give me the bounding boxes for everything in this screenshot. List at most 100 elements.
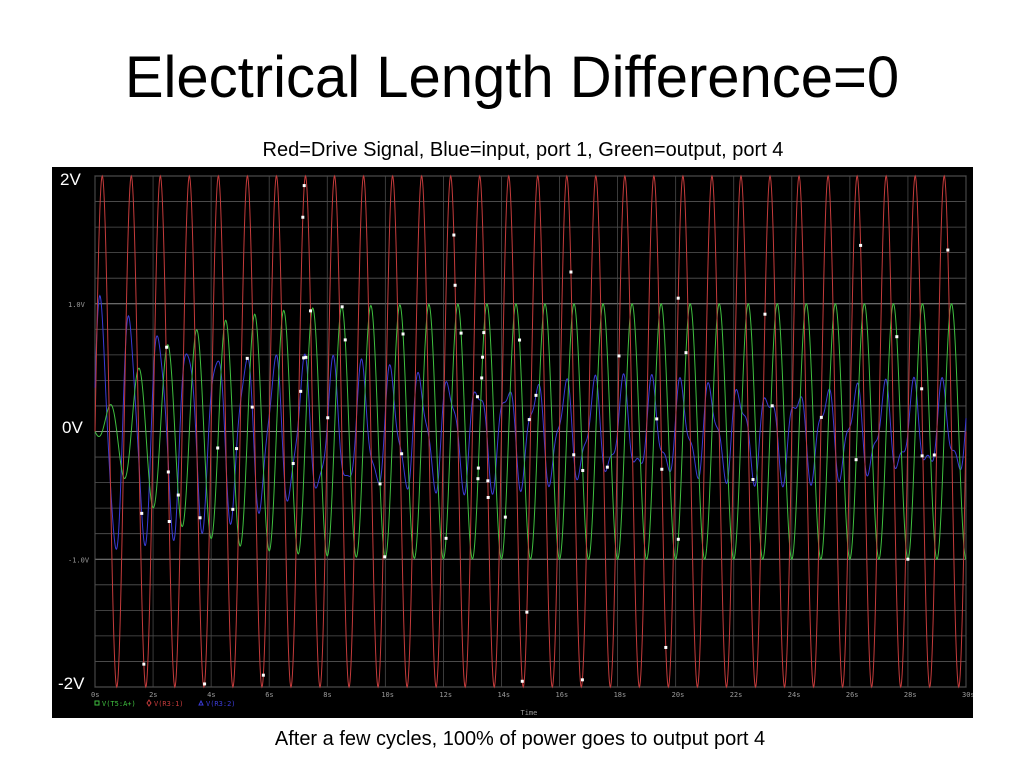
x-tick-label: 20s <box>672 691 685 699</box>
sample-marker <box>581 468 585 472</box>
legend-marker <box>146 699 152 707</box>
sample-marker <box>343 338 347 342</box>
sample-marker <box>605 465 609 469</box>
sample-marker <box>751 478 755 482</box>
x-tick-label: 26s <box>846 691 859 699</box>
sample-marker <box>518 338 522 342</box>
sample-marker <box>520 679 524 683</box>
sample-marker <box>453 283 457 287</box>
sample-marker <box>165 345 169 349</box>
sample-marker <box>216 446 220 450</box>
sample-marker <box>527 418 531 422</box>
legend-item: V(R3:2) <box>198 699 236 708</box>
x-tick-label: 18s <box>614 691 627 699</box>
sample-marker <box>378 482 382 486</box>
series-line-v-r3-1 <box>94 174 967 689</box>
sample-marker <box>676 537 680 541</box>
sample-marker <box>486 479 490 483</box>
x-tick-label: 30s <box>962 691 973 699</box>
sample-marker <box>203 682 207 686</box>
sample-marker <box>920 454 924 458</box>
sample-marker <box>291 461 295 465</box>
sample-marker <box>572 453 576 457</box>
legend-item: V(T5:A+) <box>94 700 136 708</box>
sample-marker <box>383 555 387 559</box>
sample-marker <box>231 507 235 511</box>
sample-marker <box>444 536 448 540</box>
sample-marker <box>476 466 480 470</box>
sample-marker <box>400 452 404 456</box>
chart-svg: 1.0V -1.0V 0s 2s 4s 6s 8s 10s 12s 14s 16s 18s 20s 22s… <box>68 174 973 717</box>
sample-marker <box>299 389 303 393</box>
legend-item: V(R3:1) <box>146 699 184 708</box>
sample-marker <box>198 516 202 520</box>
sample-marker <box>525 610 529 614</box>
sample-marker <box>819 415 823 419</box>
x-tick-label: 6s <box>265 691 273 699</box>
sample-marker <box>534 393 538 397</box>
sample-marker <box>301 215 305 219</box>
sample-marker <box>167 519 171 523</box>
sample-marker <box>920 387 924 391</box>
sample-marker <box>459 331 463 335</box>
sample-marker <box>676 296 680 300</box>
y-label-mid: 0V <box>62 418 83 437</box>
y-minor-tick-label: -1.0V <box>68 556 90 564</box>
x-tick-label: 22s <box>730 691 743 699</box>
sample-marker <box>664 645 668 649</box>
sample-marker <box>854 458 858 462</box>
sample-marker <box>569 270 573 274</box>
sample-marker <box>932 453 936 457</box>
sample-marker <box>486 495 490 499</box>
series-line-v-t5-a <box>94 302 967 561</box>
sample-marker <box>250 405 254 409</box>
sample-marker <box>401 332 405 336</box>
x-tick-label: 0s <box>91 691 99 699</box>
legend-label: V(T5:A+) <box>102 700 136 708</box>
sample-marker <box>859 243 863 247</box>
sample-marker <box>503 515 507 519</box>
x-tick-label: 10s <box>381 691 394 699</box>
x-tick-label: 16s <box>556 691 569 699</box>
sample-marker <box>245 356 249 360</box>
sample-marker <box>304 355 308 359</box>
sample-marker <box>308 309 312 313</box>
sample-marker <box>140 511 144 515</box>
x-axis-title: Time <box>521 709 538 717</box>
sample-marker <box>475 395 479 399</box>
sample-marker <box>302 356 306 360</box>
sample-marker <box>476 477 480 481</box>
x-tick-label: 28s <box>904 691 917 699</box>
slide-subtitle: Red=Drive Signal, Blue=input, port 1, Gr… <box>262 139 784 161</box>
sample-marker <box>302 184 306 188</box>
sample-marker <box>326 416 330 420</box>
sample-marker <box>684 351 688 355</box>
x-tick-label: 8s <box>323 691 331 699</box>
sample-marker <box>142 662 146 666</box>
x-tick-label: 24s <box>788 691 801 699</box>
legend-marker <box>198 699 204 706</box>
sample-marker <box>166 470 170 474</box>
sample-marker <box>655 417 659 421</box>
sample-marker <box>340 305 344 309</box>
sample-marker <box>261 673 265 677</box>
y-label-top: 2V <box>60 170 81 189</box>
sample-marker <box>452 233 456 237</box>
x-tick-label: 12s <box>439 691 452 699</box>
sample-marker <box>660 467 664 471</box>
legend-marker <box>94 700 100 706</box>
x-tick-label: 4s <box>207 691 215 699</box>
legend-label: V(R3:2) <box>206 700 236 708</box>
x-tick-label: 2s <box>149 691 157 699</box>
sample-marker <box>480 376 484 380</box>
sample-marker <box>617 354 621 358</box>
sample-marker <box>235 447 239 451</box>
sample-marker <box>906 557 910 561</box>
sample-marker <box>580 678 584 682</box>
sample-marker <box>481 355 485 359</box>
sample-marker <box>176 493 180 497</box>
sample-marker <box>482 331 486 335</box>
sample-marker <box>770 404 774 408</box>
y-label-bottom: -2V <box>58 674 85 693</box>
